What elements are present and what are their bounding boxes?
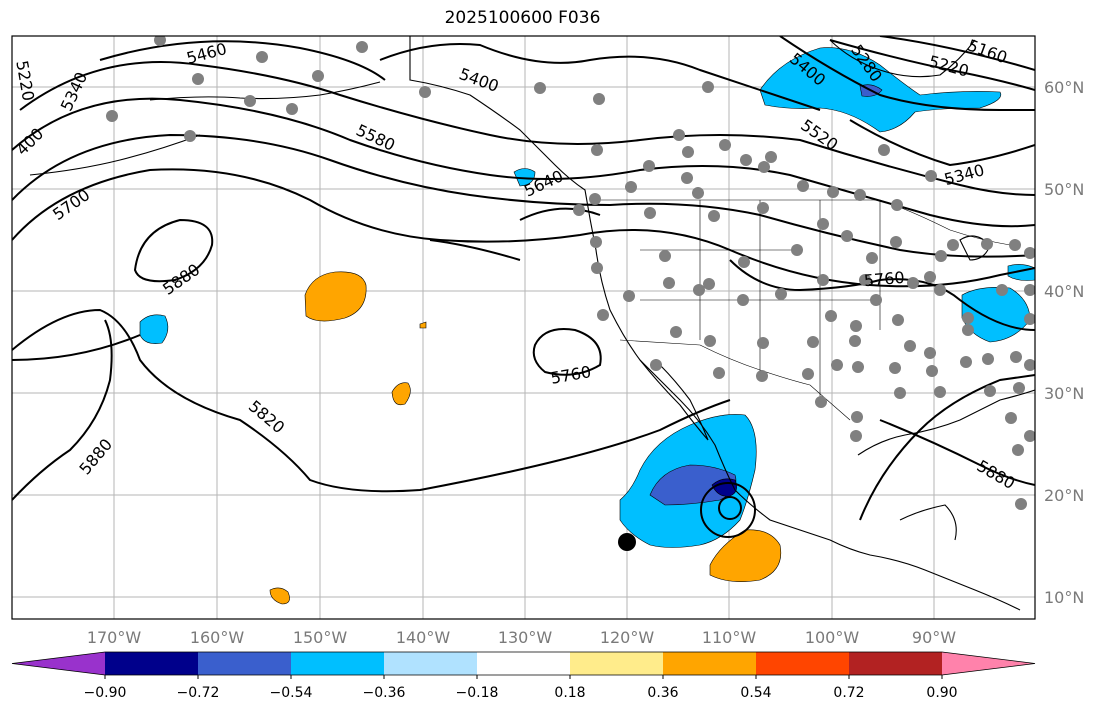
lon-label-90w: 90°W — [912, 628, 956, 647]
cyclone-contours — [700, 482, 756, 538]
contour-5280 — [779, 36, 1035, 111]
aleutians — [29, 134, 201, 176]
colorbar-segment — [384, 652, 478, 675]
lat-label-50n: 50°N — [1044, 180, 1084, 199]
lat-label-40n: 40°N — [1044, 282, 1084, 301]
colorbar-tick-label: 0.72 — [833, 685, 864, 701]
orange-blob-small — [391, 382, 411, 406]
orange-blob-mexico — [709, 529, 782, 582]
map-title: 2025100600 F036 — [444, 8, 601, 28]
state-lines — [640, 200, 881, 400]
contour-5760-closed — [532, 328, 602, 376]
height-contours — [12, 36, 1035, 521]
colorbar-tick-label: 0.18 — [554, 685, 585, 701]
contour-5460 — [99, 40, 386, 81]
colorbar-segment — [570, 652, 664, 675]
station-dots — [106, 36, 1035, 510]
colorbar-tick-label: −0.90 — [84, 685, 127, 701]
contour-label: 5760 — [863, 268, 905, 290]
colorbar-segment — [663, 652, 757, 675]
colorbar-tick-label: 0.36 — [647, 685, 678, 701]
colorbar-segment — [942, 652, 1035, 675]
colorbar-segment — [477, 652, 571, 675]
colorbar-tick-label: 0.54 — [740, 685, 771, 701]
lon-label-150w: 150°W — [293, 628, 348, 647]
blue-blob-alaska — [513, 168, 536, 187]
orange-blob-tiny — [419, 321, 427, 329]
orange-blob-pacific — [304, 271, 367, 322]
contour-5640 — [12, 133, 1035, 258]
colorbar-segment — [849, 652, 943, 675]
contour-5520 — [19, 61, 1035, 196]
contour-5820 — [12, 308, 731, 493]
contour-5340-east — [849, 119, 1035, 167]
lon-label-170w: 170°W — [87, 628, 142, 647]
colorbar-tick-label: 0.90 — [926, 685, 957, 701]
yucatan — [899, 504, 957, 541]
lat-label-60n: 60°N — [1044, 78, 1084, 97]
map-frame — [11, 35, 1036, 620]
contour-5820-ridge — [429, 239, 521, 261]
colorbar-tick-label: −0.18 — [456, 685, 499, 701]
lat-label-20n: 20°N — [1044, 486, 1084, 505]
latitude-labels: 60°N 50°N 40°N 30°N 20°N 10°N — [1044, 78, 1084, 607]
colorbar-tick-label: −0.54 — [270, 685, 313, 701]
contour-5160 — [879, 36, 1035, 71]
lon-label-140w: 140°W — [396, 628, 451, 647]
orange-blob-hawaii — [269, 587, 290, 605]
hudson-bay — [829, 39, 976, 78]
colorbar-segment — [105, 652, 199, 675]
north-america-coast — [409, 36, 1021, 611]
contour-subtropical — [12, 207, 601, 361]
colorbar-tick-label: −0.36 — [363, 685, 406, 701]
storm-center-marker — [618, 533, 636, 551]
colorbar-tick-label: −0.72 — [177, 685, 220, 701]
lat-label-10n: 10°N — [1044, 588, 1084, 607]
baja-peninsula — [639, 359, 709, 441]
colorbar-segment — [756, 652, 850, 675]
contour-5400-west — [379, 43, 821, 111]
colorbar-segment — [198, 652, 292, 675]
colorbar-segment — [12, 652, 105, 675]
contour-5880-west — [12, 319, 113, 501]
alaska-coast — [149, 81, 381, 101]
darkblue-core-mexico — [649, 464, 737, 506]
lon-label-130w: 130°W — [498, 628, 553, 647]
contour-5220 — [829, 39, 1035, 91]
contour-5880-closed — [133, 218, 214, 283]
lon-label-120w: 120°W — [600, 628, 655, 647]
coastlines — [29, 36, 1035, 611]
colorbar: −0.90 −0.72 −0.54 −0.36 −0.18 0.18 0.36 0.54 0.7… — [11, 651, 1036, 701]
contour-5880-east — [859, 374, 1035, 521]
blue-blob-pacific — [139, 314, 169, 344]
lon-label-100w: 100°W — [805, 628, 860, 647]
lon-label-160w: 160°W — [190, 628, 245, 647]
lat-label-30n: 30°N — [1044, 384, 1084, 403]
colorbar-ticks: −0.90 −0.72 −0.54 −0.36 −0.18 0.18 0.36 0.54 0.7… — [84, 675, 958, 701]
contour-5760-east — [729, 259, 1035, 331]
lon-label-110w: 110°W — [702, 628, 757, 647]
longitude-labels: 170°W 160°W 150°W 140°W 130°W 120°W 110°… — [87, 628, 956, 647]
colorbar-segments — [11, 651, 1036, 676]
gulf-coast — [857, 389, 1035, 456]
colorbar-segment — [291, 652, 385, 675]
